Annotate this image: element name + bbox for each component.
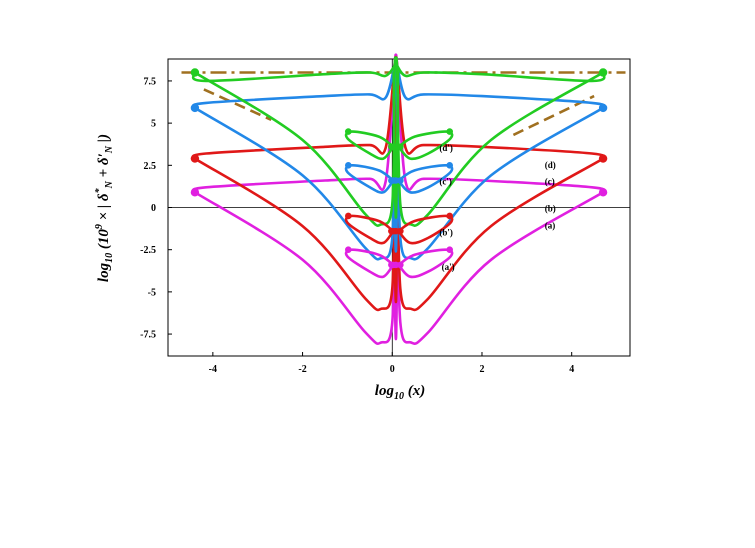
x-axis: -4 -2 0 2 4 [209,352,574,375]
series-d-branch-5 [392,71,400,219]
series-label-d: (d) [545,160,556,170]
series-d_prime [344,128,454,161]
series-d_prime-marker-1 [345,128,352,135]
series-b_prime [344,212,454,245]
series-d [190,56,608,227]
series-c-branch-2 [394,57,606,110]
series-a-marker-1 [190,188,200,197]
series-c-marker-1 [190,103,200,113]
series-c-marker-2 [598,103,608,113]
series-a_prime-branch-1 [344,248,395,279]
series-d-branch-4 [394,56,605,227]
series-d_prime-marker-5 [397,143,404,151]
series-a_prime [344,246,454,279]
y-axis-title: log10 (109 × | δ*N + δ′N |) [94,134,115,282]
series-a_prime-marker-1 [345,246,352,253]
series-d_prime-branch-1 [344,130,395,161]
series-d-marker-1 [190,68,200,77]
curves-layer [181,53,626,345]
series-c_prime-marker-2 [446,162,453,169]
series-a_prime-branch-2 [397,248,454,279]
y-tick-label: 0 [151,203,156,214]
series-label-c_prime: (c') [439,177,452,187]
series-b_prime-branch-1 [344,214,395,245]
series-d-branch-3 [193,56,398,227]
series-a_prime-marker-6 [389,261,397,269]
series-d-branch-1 [191,57,398,83]
x-tick-label: -2 [298,364,306,375]
x-tick-label: -4 [209,364,217,375]
series-label-c: (c) [545,177,555,187]
y-tick-label: 5 [151,119,156,130]
series-d_prime-marker-6 [389,143,397,151]
x-tick-label: 2 [479,364,484,375]
series-label-a: (a) [545,221,556,231]
series-d_prime-branch-2 [397,130,454,161]
series-b_prime-marker-6 [389,227,397,235]
y-tick-label: -2.5 [140,245,156,256]
series-d_prime-marker-2 [446,128,453,135]
series-c_prime-marker-1 [345,162,352,169]
reference-line-2 [203,88,272,121]
series-b-marker-1 [190,154,200,163]
series-c-branch-1 [191,57,398,110]
series-b_prime-marker-1 [345,212,352,220]
series-d-marker-2 [598,68,608,77]
y-tick-label: -7.5 [140,330,156,341]
y-tick-label: 2.5 [144,161,157,172]
y-tick-label: 7.5 [144,76,157,87]
x-tick-label: 4 [569,364,574,375]
y-tick-label: -5 [148,287,156,298]
series-label-b: (b) [545,204,556,214]
series-c_prime-branch-1 [344,163,395,194]
x-tick-label: 0 [390,364,395,375]
series-c_prime [344,162,454,194]
series-b_prime-marker-5 [397,227,404,235]
series-b_prime-branch-2 [397,214,454,245]
series-a_prime-marker-2 [446,246,453,253]
series-a_prime-marker-5 [397,261,404,269]
series-a-marker-2 [598,188,608,197]
series-d-branch-2 [394,57,606,83]
series-c_prime-branch-2 [397,163,454,194]
series-label-a_prime: (a') [442,262,455,272]
series-c_prime-marker-5 [397,177,404,184]
series-b-marker-2 [598,154,608,163]
x-axis-title: log10 (x) [375,383,425,402]
y-axis: 7.5 5 2.5 0 -2.5 -5 -7.5 [140,76,172,341]
series-label-d_prime: (d') [439,143,453,153]
series-label-b_prime: (b') [439,227,453,237]
curve-labels: (a) (b) (c) (d) (a') (b') (c') (d') [439,143,555,272]
series-b_prime-marker-2 [446,212,453,220]
series-c_prime-marker-6 [389,177,397,184]
